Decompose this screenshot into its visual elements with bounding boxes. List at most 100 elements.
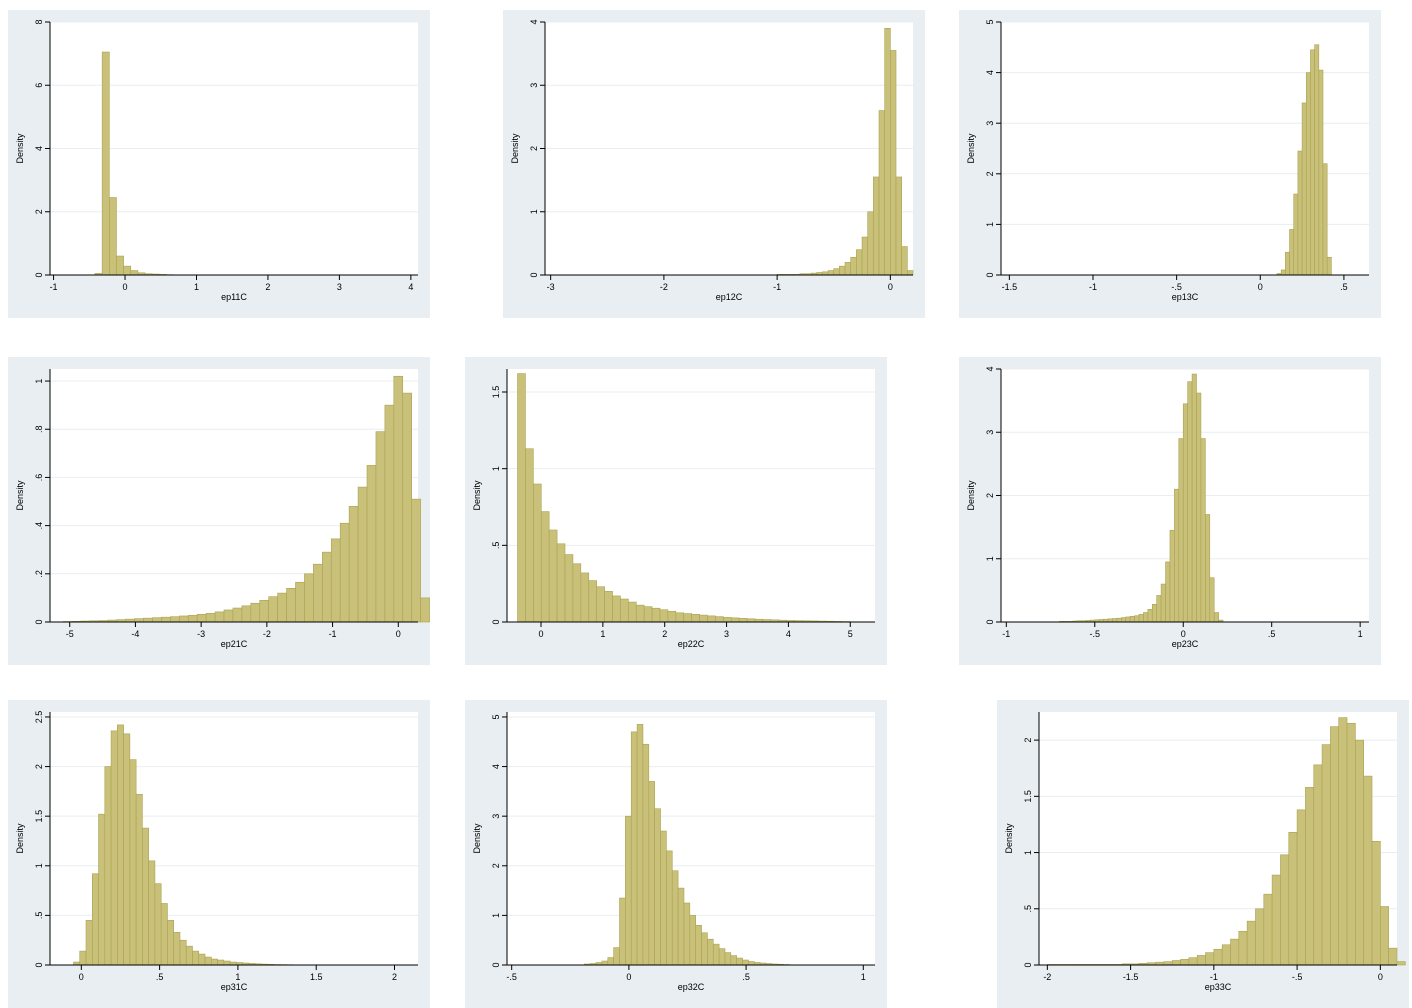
histogram-bar — [1355, 739, 1364, 966]
x-axis-title: ep21C — [221, 639, 248, 649]
y-tick-label: 2 — [1023, 738, 1033, 743]
histogram-bar — [596, 586, 605, 623]
x-tick-label: 5 — [848, 629, 853, 639]
y-tick-label: 2 — [529, 146, 539, 151]
y-tick-label: 8 — [34, 19, 44, 24]
histogram-bar — [660, 830, 667, 966]
y-tick-label: 1 — [529, 209, 539, 214]
histogram-bar — [635, 604, 645, 623]
histogram-bar — [348, 506, 359, 623]
histogram-bar — [856, 249, 863, 276]
histogram-bar — [689, 915, 696, 966]
histogram-bar — [142, 827, 149, 966]
histogram-bar — [654, 808, 661, 966]
histogram-bar — [839, 265, 846, 276]
y-axis-title: Density — [966, 480, 976, 511]
histogram-panel-ep33C: 0 .5 1 1.5 2 -2 -1.5 -1 -.5 0 ep33C Density — [997, 700, 1409, 1008]
x-tick-label: -1 — [1210, 972, 1218, 982]
histogram-bar — [636, 724, 644, 966]
y-tick-label: 4 — [491, 764, 501, 769]
histogram-bar — [691, 614, 700, 623]
histogram-bar — [630, 731, 638, 966]
x-tick-label: -2 — [660, 282, 668, 292]
histogram-bar — [901, 246, 908, 276]
histogram-bar — [277, 592, 287, 623]
histogram-bar — [322, 551, 332, 623]
histogram-bar — [1305, 787, 1315, 966]
histogram-bar — [167, 920, 175, 966]
x-tick-label: -4 — [131, 629, 139, 639]
x-tick-label: -1 — [773, 282, 781, 292]
histogram-bar — [154, 883, 162, 966]
histogram-bar — [1129, 616, 1135, 623]
x-tick-label: .5 — [1268, 629, 1276, 639]
y-tick-label: 6 — [34, 83, 44, 88]
x-tick-label: .5 — [1340, 282, 1348, 292]
y-axis-title: Density — [1004, 823, 1014, 854]
y-tick-label: 1 — [985, 222, 995, 227]
y-tick-label: .2 — [34, 570, 44, 578]
histogram-bar — [339, 522, 350, 623]
x-tick-label: 3 — [337, 282, 342, 292]
histogram-panel-ep23C: 0 1 2 3 4 -1 -.5 0 .5 1 ep23C Density — [959, 357, 1381, 665]
x-tick-label: -2 — [263, 629, 271, 639]
y-axis-title: Density — [966, 133, 976, 164]
histogram-ep23C: 0 1 2 3 4 -1 -.5 0 .5 1 ep23C Density — [966, 366, 1369, 649]
histogram-bar — [619, 897, 626, 966]
histogram-panel-ep12C: 0 1 2 3 4 -3 -2 -1 0 ep12C Density — [503, 10, 925, 318]
x-axis-title: ep23C — [1172, 639, 1199, 649]
x-tick-label: -.5 — [1171, 282, 1182, 292]
histogram-bar — [123, 733, 131, 966]
histogram-bar — [1305, 72, 1311, 276]
histogram-bar — [742, 959, 749, 966]
histogram-bar — [1163, 961, 1173, 966]
y-tick-label: 5 — [985, 19, 995, 24]
histogram-ep11C: 0 2 4 6 8 -1 0 1 2 3 4 ep11C Density — [15, 19, 418, 302]
x-tick-label: 0 — [1181, 629, 1186, 639]
y-axis-title: Density — [15, 480, 25, 511]
y-tick-label: 1 — [1023, 850, 1033, 855]
histogram-bar — [707, 615, 716, 623]
histogram-bar — [1182, 403, 1188, 623]
histogram-bar — [1151, 603, 1157, 623]
histogram-bar — [907, 270, 914, 276]
histogram-bar — [666, 850, 673, 966]
histogram-bar — [1138, 614, 1144, 623]
histogram-bar — [393, 375, 404, 623]
y-tick-label: .5 — [1023, 905, 1033, 913]
histogram-bar — [564, 554, 574, 623]
histogram-bar — [217, 959, 225, 966]
histogram-bar — [250, 602, 261, 623]
histogram-bar — [548, 529, 558, 623]
x-tick-label: -1 — [1002, 629, 1010, 639]
histogram-bar — [718, 948, 726, 966]
x-axis-title: ep12C — [716, 292, 743, 302]
histogram-bar — [104, 766, 112, 966]
x-tick-label: 1.5 — [310, 972, 323, 982]
histogram-bar — [241, 605, 252, 623]
histogram-bar — [1187, 381, 1193, 623]
histogram-bar — [223, 960, 231, 966]
histogram-bar — [1301, 102, 1307, 276]
histogram-bar — [643, 606, 653, 623]
histogram-bar — [1165, 561, 1171, 623]
histogram-bar — [1289, 229, 1295, 276]
histogram-bar — [286, 587, 296, 623]
y-axis-title: Density — [472, 480, 482, 511]
histogram-bar — [187, 614, 198, 623]
y-axis-title: Density — [510, 133, 520, 164]
x-tick-label: -3 — [547, 282, 555, 292]
histogram-bar — [844, 262, 852, 276]
y-tick-label: 0 — [985, 272, 995, 277]
histogram-bar — [1209, 577, 1215, 623]
histogram-bar — [861, 236, 869, 276]
histogram-bar — [683, 902, 691, 966]
histogram-bar — [173, 931, 181, 966]
histogram-bar — [268, 596, 278, 623]
y-tick-label: 2 — [34, 764, 44, 769]
histogram-bar — [873, 176, 880, 276]
histogram-bar — [117, 724, 124, 966]
histogram-bar — [540, 511, 550, 623]
histogram-bar — [304, 573, 314, 623]
histogram-bar — [1196, 955, 1206, 966]
